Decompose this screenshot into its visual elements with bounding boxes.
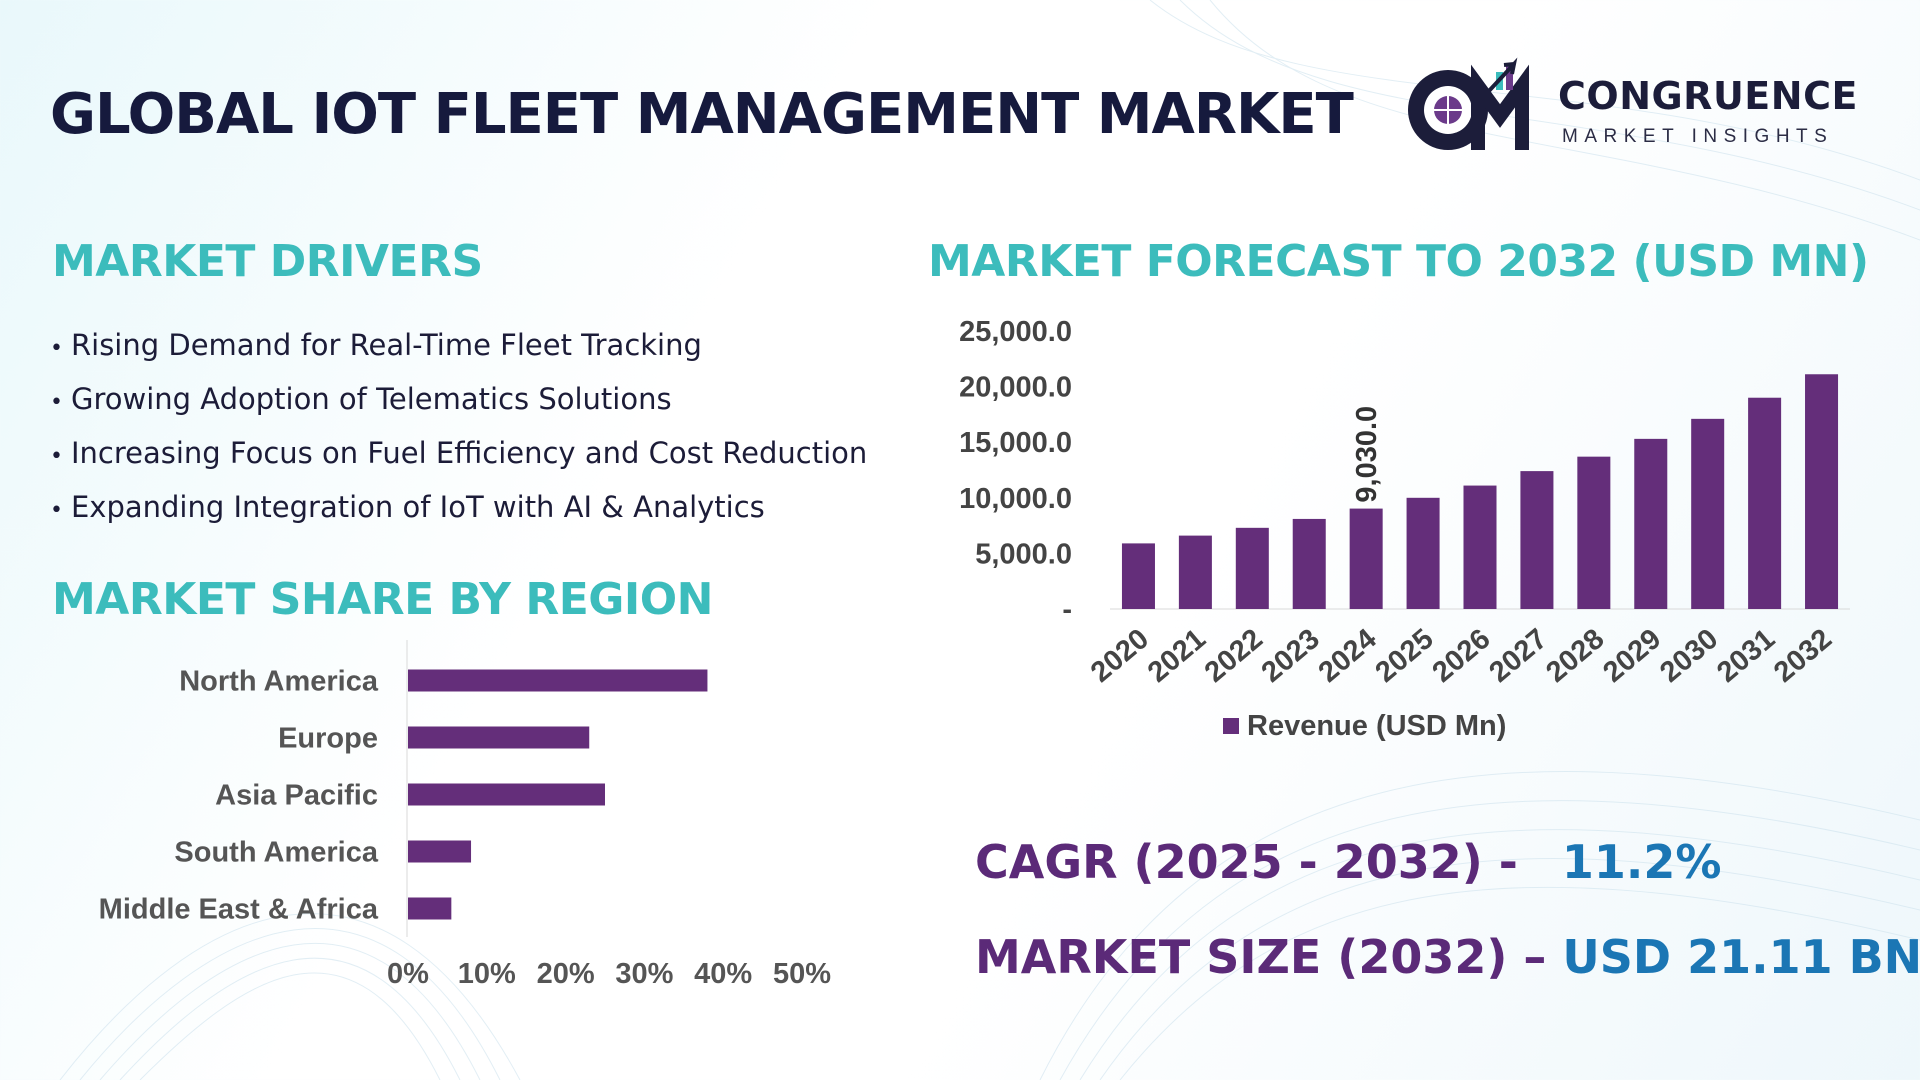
- x-tick-label: 2029: [1597, 623, 1667, 689]
- driver-item: • Rising Demand for Real-Time Fleet Track…: [50, 322, 867, 376]
- bullet-icon: •: [50, 444, 63, 469]
- drivers-title: MARKET DRIVERS: [52, 236, 483, 287]
- bar-region: [408, 783, 605, 806]
- legend-label: Revenue (USD Mn): [1247, 710, 1506, 742]
- category-label: Middle East & Africa: [99, 894, 379, 926]
- bar-2023: [1292, 518, 1326, 609]
- company-logo: CONGRUENCE MARKET INSIGHTS: [1400, 52, 1870, 162]
- cagr-value: 11.2%: [1561, 835, 1722, 889]
- x-tick-label: 2026: [1427, 623, 1497, 689]
- region-share-chart: North America Europe Asia Pacific South Ame…: [99, 640, 831, 990]
- x-tick-label: 40%: [694, 958, 752, 990]
- x-tick-label: 0%: [387, 958, 429, 990]
- bullet-icon: •: [50, 498, 63, 523]
- y-tick-label: 5,000.0: [975, 538, 1072, 570]
- bar-2022: [1235, 527, 1269, 609]
- bar-2029: [1634, 438, 1668, 609]
- market-size-kpi: MARKET SIZE (2032) – USD 21.11 BN: [975, 930, 1920, 984]
- market-size-value: USD 21.11 BN: [1562, 930, 1920, 984]
- logo-tagline: MARKET INSIGHTS: [1562, 126, 1834, 147]
- forecast-chart: - 5,000.0 10,000.0 15,000.0 20,000.0 25,000.0…: [959, 316, 1850, 742]
- y-tick-label: 25,000.0: [959, 316, 1072, 348]
- bar-region: [408, 669, 708, 692]
- driver-item: • Expanding Integration of IoT with AI & …: [50, 484, 867, 538]
- x-tick-label: 10%: [458, 958, 516, 990]
- driver-text: Expanding Integration of IoT with AI & A…: [70, 490, 765, 524]
- bar-region: [408, 840, 472, 863]
- logo-mark: [1408, 57, 1529, 150]
- x-tick-label: 2021: [1142, 623, 1212, 689]
- driver-text: Rising Demand for Real-Time Fleet Tracki…: [70, 328, 702, 362]
- y-tick-label: 15,000.0: [959, 427, 1072, 459]
- bar-region: [408, 726, 590, 749]
- driver-text: Increasing Focus on Fuel Efficiency and …: [70, 436, 868, 470]
- bullet-icon: •: [50, 390, 63, 415]
- page-title: GLOBAL IOT FLEET MANAGEMENT MARKET: [50, 82, 1354, 147]
- market-size-label: MARKET SIZE (2032) –: [975, 930, 1547, 984]
- x-tick-label: 2022: [1199, 623, 1269, 689]
- cagr-label: CAGR (2025 - 2032) -: [975, 835, 1518, 889]
- cagr-kpi: CAGR (2025 - 2032) - 11.2%: [975, 835, 1722, 889]
- x-tick-label: 30%: [615, 958, 673, 990]
- bar-2026: [1463, 485, 1497, 609]
- x-tick-label: 2027: [1483, 623, 1553, 689]
- category-label: South America: [174, 837, 378, 869]
- bar-2032: [1805, 374, 1839, 609]
- bar-2028: [1577, 456, 1611, 609]
- y-tick-label: 20,000.0: [959, 372, 1072, 404]
- driver-item: • Increasing Focus on Fuel Efficiency and…: [50, 430, 867, 484]
- bullet-icon: •: [50, 336, 63, 361]
- y-tick-label: -: [1062, 594, 1072, 626]
- bar-region: [408, 897, 452, 920]
- logo-name: CONGRUENCE: [1558, 74, 1858, 118]
- x-tick-label: 2030: [1654, 623, 1724, 689]
- bar-2027: [1520, 471, 1554, 609]
- driver-text: Growing Adoption of Telematics Solutions: [70, 382, 672, 416]
- bar-2021: [1178, 535, 1212, 609]
- x-tick-label: 2024: [1313, 623, 1383, 689]
- drivers-list: • Rising Demand for Real-Time Fleet Track…: [50, 322, 867, 538]
- bar-2030: [1691, 418, 1725, 609]
- category-label: Europe: [278, 723, 378, 755]
- x-tick-label: 2031: [1711, 623, 1781, 689]
- x-tick-label: 2028: [1540, 623, 1610, 689]
- driver-item: • Growing Adoption of Telematics Solution…: [50, 376, 867, 430]
- x-tick-label: 2020: [1085, 623, 1155, 689]
- region-title: MARKET SHARE BY REGION: [52, 574, 714, 625]
- x-tick-label: 2023: [1256, 623, 1326, 689]
- category-label: North America: [179, 666, 379, 698]
- x-tick-label: 20%: [537, 958, 595, 990]
- y-tick-label: 10,000.0: [959, 483, 1072, 515]
- legend-swatch: [1223, 718, 1239, 734]
- x-tick-label: 2032: [1768, 623, 1838, 689]
- forecast-title: MARKET FORECAST TO 2032 (USD MN): [928, 236, 1869, 287]
- x-tick-label: 2025: [1370, 623, 1440, 689]
- bar-2025: [1406, 497, 1440, 609]
- bar-2031: [1748, 397, 1782, 609]
- x-tick-label: 50%: [773, 958, 831, 990]
- data-label: 9,030.0: [1351, 406, 1383, 503]
- category-label: Asia Pacific: [215, 780, 378, 812]
- bar-2024: [1349, 508, 1383, 609]
- bar-2020: [1121, 543, 1155, 609]
